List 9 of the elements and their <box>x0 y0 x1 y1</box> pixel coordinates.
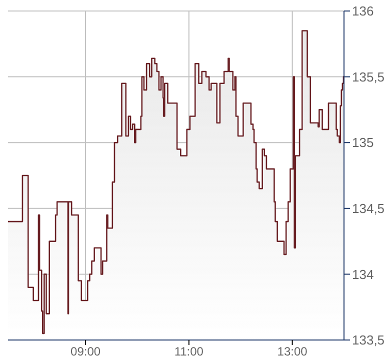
x-tick-label: 13:00 <box>277 344 308 359</box>
x-tick-label: 09:00 <box>70 344 101 359</box>
y-tick-label: 134,5 <box>352 201 385 216</box>
y-tick-label: 133,5 <box>352 332 385 348</box>
y-tick-label: 136 <box>352 4 374 19</box>
y-tick-label: 135,5 <box>352 69 385 84</box>
x-tick-label: 11:00 <box>174 344 204 359</box>
y-tick-label: 134 <box>352 266 374 282</box>
y-tick-label: 135 <box>352 135 374 150</box>
